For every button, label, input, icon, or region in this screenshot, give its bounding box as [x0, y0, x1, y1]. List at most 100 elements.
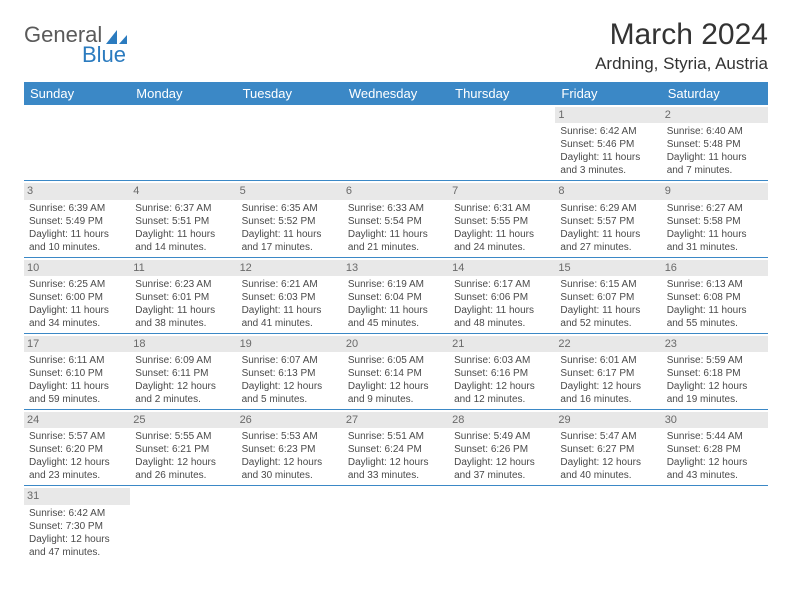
location-text: Ardning, Styria, Austria — [595, 54, 768, 74]
calendar-cell: 10 Sunrise: 6:25 AMSunset: 6:00 PMDayligh… — [24, 257, 130, 333]
weekday-header: Wednesday — [343, 82, 449, 105]
day-number: 1 — [555, 107, 661, 123]
calendar-header-row: SundayMondayTuesdayWednesdayThursdayFrid… — [24, 82, 768, 105]
calendar-cell: 7 Sunrise: 6:31 AMSunset: 5:55 PMDaylight… — [449, 181, 555, 257]
day-number: 25 — [130, 412, 236, 428]
day-details: Sunrise: 6:29 AMSunset: 5:57 PMDaylight:… — [559, 202, 657, 254]
calendar-cell: 9 Sunrise: 6:27 AMSunset: 5:58 PMDaylight… — [662, 181, 768, 257]
day-number: 17 — [24, 336, 130, 352]
calendar-cell: 18 Sunrise: 6:09 AMSunset: 6:11 PMDayligh… — [130, 333, 236, 409]
weekday-header: Tuesday — [237, 82, 343, 105]
day-number: 18 — [130, 336, 236, 352]
calendar-cell: 23 Sunrise: 5:59 AMSunset: 6:18 PMDayligh… — [662, 333, 768, 409]
day-number: 8 — [555, 183, 661, 199]
day-number: 14 — [449, 260, 555, 276]
calendar-cell: 20Sunrise: 6:05 AMSunset: 6:14 PMDayligh… — [343, 333, 449, 409]
calendar-cell: 8 Sunrise: 6:29 AMSunset: 5:57 PMDaylight… — [555, 181, 661, 257]
day-number: 5 — [237, 183, 343, 199]
calendar-cell — [237, 105, 343, 181]
calendar-cell: 6 Sunrise: 6:33 AMSunset: 5:54 PMDaylight… — [343, 181, 449, 257]
day-details: Sunrise: 6:42 AMSunset: 7:30 PMDaylight:… — [28, 507, 126, 559]
calendar-cell — [449, 486, 555, 562]
calendar-cell — [237, 486, 343, 562]
page-title: March 2024 — [595, 18, 768, 52]
day-number: 3 — [24, 183, 130, 199]
day-details: Sunrise: 5:47 AMSunset: 6:27 PMDaylight:… — [559, 430, 657, 482]
day-details: Sunrise: 5:53 AMSunset: 6:23 PMDaylight:… — [241, 430, 339, 482]
calendar-cell: 31 Sunrise: 6:42 AMSunset: 7:30 PMDayligh… — [24, 486, 130, 562]
day-number: 30 — [662, 412, 768, 428]
calendar-cell: 27Sunrise: 5:51 AMSunset: 6:24 PMDayligh… — [343, 410, 449, 486]
day-number: 22 — [555, 336, 661, 352]
calendar-cell: 22 Sunrise: 6:01 AMSunset: 6:17 PMDayligh… — [555, 333, 661, 409]
day-number: 9 — [662, 183, 768, 199]
day-details: Sunrise: 6:19 AMSunset: 6:04 PMDaylight:… — [347, 278, 445, 330]
calendar-cell: 12 Sunrise: 6:21 AMSunset: 6:03 PMDayligh… — [237, 257, 343, 333]
day-details: Sunrise: 6:25 AMSunset: 6:00 PMDaylight:… — [28, 278, 126, 330]
weekday-header: Sunday — [24, 82, 130, 105]
calendar-cell: 5 Sunrise: 6:35 AMSunset: 5:52 PMDaylight… — [237, 181, 343, 257]
day-number: 31 — [24, 488, 130, 504]
calendar-cell: 4 Sunrise: 6:37 AMSunset: 5:51 PMDaylight… — [130, 181, 236, 257]
day-number: 2 — [662, 107, 768, 123]
calendar-cell: 14 Sunrise: 6:17 AMSunset: 6:06 PMDayligh… — [449, 257, 555, 333]
calendar-cell — [24, 105, 130, 181]
calendar-cell: 19Sunrise: 6:07 AMSunset: 6:13 PMDayligh… — [237, 333, 343, 409]
calendar-cell: 17 Sunrise: 6:11 AMSunset: 6:10 PMDayligh… — [24, 333, 130, 409]
day-number: 12 — [237, 260, 343, 276]
day-details: Sunrise: 6:17 AMSunset: 6:06 PMDaylight:… — [453, 278, 551, 330]
day-details: Sunrise: 6:35 AMSunset: 5:52 PMDaylight:… — [241, 202, 339, 254]
day-number: 7 — [449, 183, 555, 199]
calendar-cell: 1 Sunrise: 6:42 AMSunset: 5:46 PMDaylight… — [555, 105, 661, 181]
weekday-header: Thursday — [449, 82, 555, 105]
day-details: Sunrise: 6:39 AMSunset: 5:49 PMDaylight:… — [28, 202, 126, 254]
day-details: Sunrise: 6:03 AMSunset: 6:16 PMDaylight:… — [453, 354, 551, 406]
day-details: Sunrise: 6:05 AMSunset: 6:14 PMDaylight:… — [347, 354, 445, 406]
day-number: 24 — [24, 412, 130, 428]
day-details: Sunrise: 6:09 AMSunset: 6:11 PMDaylight:… — [134, 354, 232, 406]
day-number: 28 — [449, 412, 555, 428]
day-details: Sunrise: 6:31 AMSunset: 5:55 PMDaylight:… — [453, 202, 551, 254]
day-number: 19 — [237, 336, 343, 352]
day-number: 27 — [343, 412, 449, 428]
day-number: 13 — [343, 260, 449, 276]
calendar-cell — [343, 486, 449, 562]
day-details: Sunrise: 5:57 AMSunset: 6:20 PMDaylight:… — [28, 430, 126, 482]
day-details: Sunrise: 6:33 AMSunset: 5:54 PMDaylight:… — [347, 202, 445, 254]
day-details: Sunrise: 6:23 AMSunset: 6:01 PMDaylight:… — [134, 278, 232, 330]
day-details: Sunrise: 6:27 AMSunset: 5:58 PMDaylight:… — [666, 202, 764, 254]
title-block: March 2024 Ardning, Styria, Austria — [595, 18, 768, 74]
calendar-cell: 28Sunrise: 5:49 AMSunset: 6:26 PMDayligh… — [449, 410, 555, 486]
logo: GeneralBlue — [24, 18, 128, 68]
day-number: 10 — [24, 260, 130, 276]
day-details: Sunrise: 6:11 AMSunset: 6:10 PMDaylight:… — [28, 354, 126, 406]
day-number: 26 — [237, 412, 343, 428]
day-number: 23 — [662, 336, 768, 352]
calendar-cell: 16 Sunrise: 6:13 AMSunset: 6:08 PMDayligh… — [662, 257, 768, 333]
calendar-cell — [343, 105, 449, 181]
day-number: 4 — [130, 183, 236, 199]
day-details: Sunrise: 6:40 AMSunset: 5:48 PMDaylight:… — [666, 125, 764, 177]
day-details: Sunrise: 6:21 AMSunset: 6:03 PMDaylight:… — [241, 278, 339, 330]
day-details: Sunrise: 6:13 AMSunset: 6:08 PMDaylight:… — [666, 278, 764, 330]
weekday-header: Monday — [130, 82, 236, 105]
calendar-cell — [449, 105, 555, 181]
day-details: Sunrise: 6:42 AMSunset: 5:46 PMDaylight:… — [559, 125, 657, 177]
weekday-header: Saturday — [662, 82, 768, 105]
logo-sail-icon — [104, 28, 130, 46]
calendar-cell: 15Sunrise: 6:15 AMSunset: 6:07 PMDayligh… — [555, 257, 661, 333]
calendar-body: 1 Sunrise: 6:42 AMSunset: 5:46 PMDaylight… — [24, 105, 768, 562]
day-details: Sunrise: 5:59 AMSunset: 6:18 PMDaylight:… — [666, 354, 764, 406]
day-number: 21 — [449, 336, 555, 352]
calendar-cell: 21 Sunrise: 6:03 AMSunset: 6:16 PMDayligh… — [449, 333, 555, 409]
day-number: 6 — [343, 183, 449, 199]
calendar-cell: 13 Sunrise: 6:19 AMSunset: 6:04 PMDayligh… — [343, 257, 449, 333]
calendar-cell: 29Sunrise: 5:47 AMSunset: 6:27 PMDayligh… — [555, 410, 661, 486]
day-details: Sunrise: 6:15 AMSunset: 6:07 PMDaylight:… — [559, 278, 657, 330]
calendar-cell: 24 Sunrise: 5:57 AMSunset: 6:20 PMDayligh… — [24, 410, 130, 486]
calendar-cell: 3 Sunrise: 6:39 AMSunset: 5:49 PMDaylight… — [24, 181, 130, 257]
day-number: 16 — [662, 260, 768, 276]
calendar-table: SundayMondayTuesdayWednesdayThursdayFrid… — [24, 82, 768, 562]
day-details: Sunrise: 6:01 AMSunset: 6:17 PMDaylight:… — [559, 354, 657, 406]
day-details: Sunrise: 6:37 AMSunset: 5:51 PMDaylight:… — [134, 202, 232, 254]
